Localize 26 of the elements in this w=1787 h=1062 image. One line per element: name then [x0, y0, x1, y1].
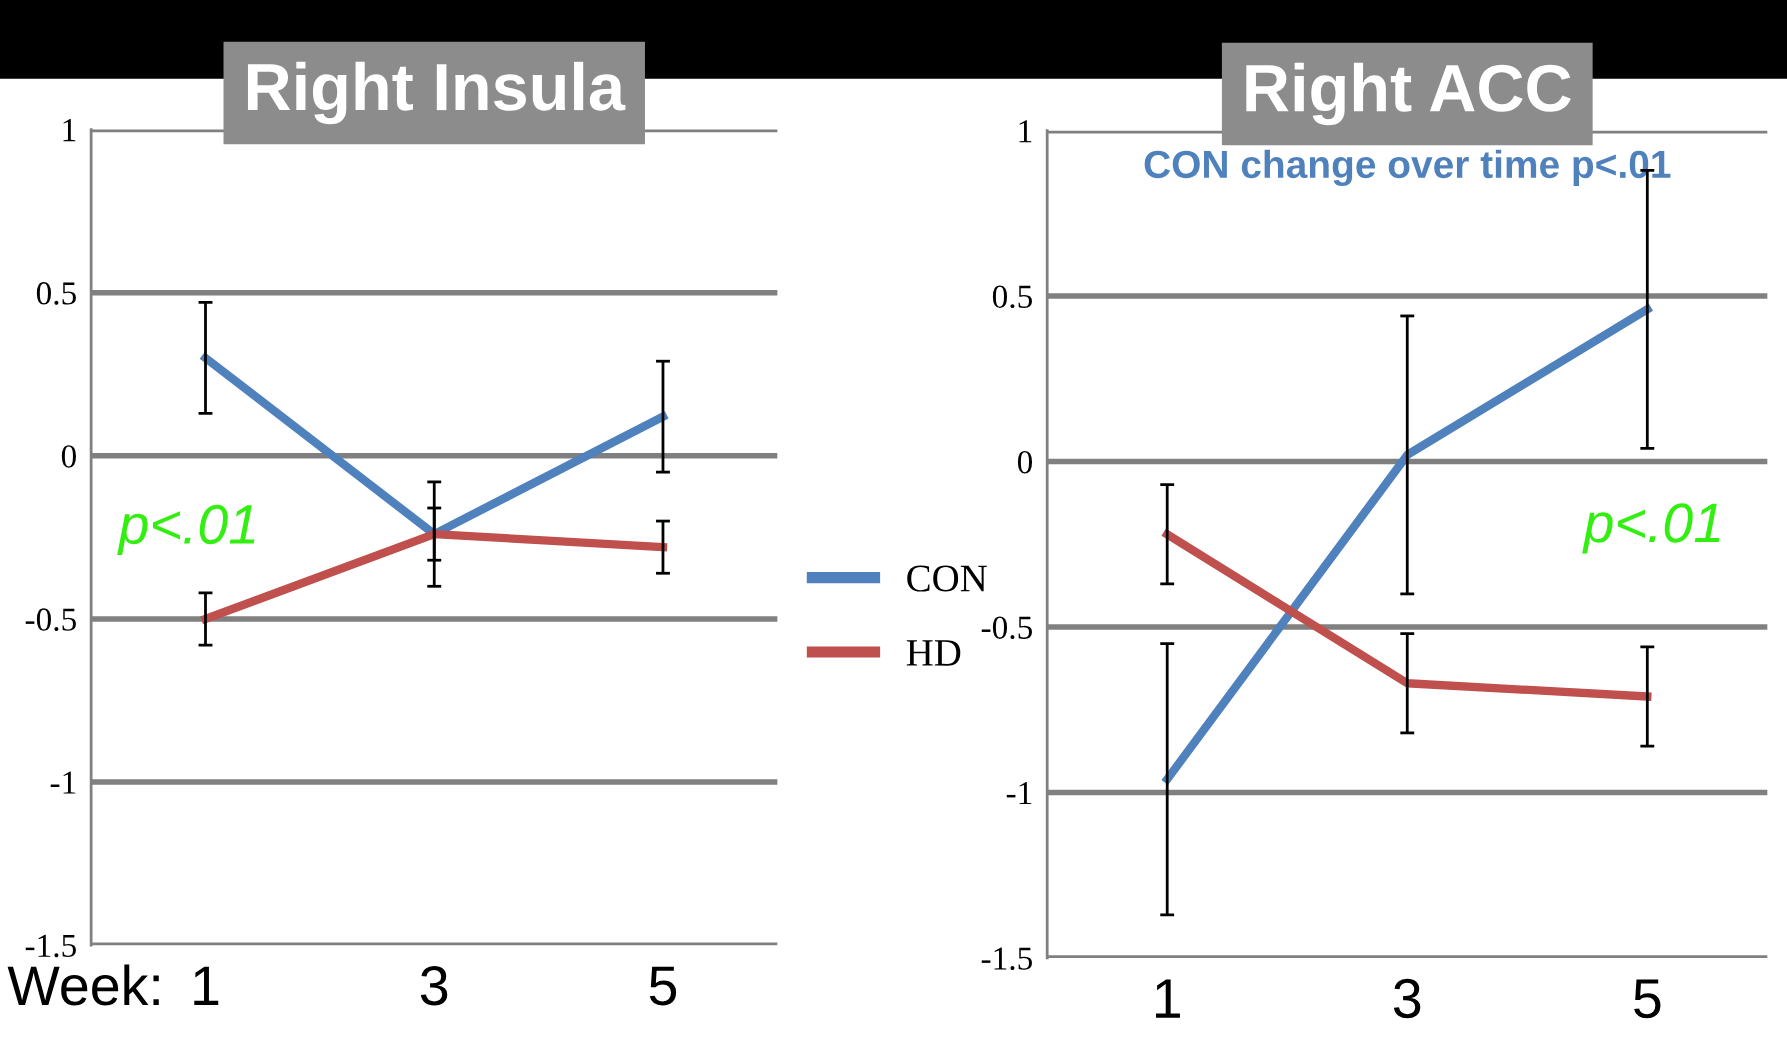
text: Week: — [7, 964, 159, 1006]
chart-title: Right Insula — [247, 61, 626, 125]
y-tick-label: -1 — [1006, 782, 1032, 805]
y-tick-label: -1.5 — [25, 934, 76, 958]
annotation: p<.01 — [117, 504, 255, 556]
y-tick-label: 0 — [61, 445, 76, 468]
y-tick-label: 0.5 — [992, 285, 1032, 309]
annotation: CON change over time p<.01 — [1144, 149, 1671, 187]
y-tick-label: 1 — [1019, 120, 1032, 143]
chart-title: Right ACC — [1246, 62, 1571, 126]
legend-label: HD — [906, 640, 961, 666]
annotation: p<.01 — [1582, 503, 1720, 554]
y-tick-label: -1.5 — [981, 947, 1032, 970]
x-tick-label: 1 — [194, 966, 219, 1005]
x-tick-label: 3 — [420, 966, 448, 1006]
x-tick-label: 5 — [1634, 979, 1661, 1019]
y-tick-label: -0.5 — [981, 616, 1032, 640]
y-tick-label: 0.5 — [36, 282, 76, 305]
x-tick-label: 3 — [1393, 978, 1421, 1019]
y-tick-label: 1 — [63, 119, 76, 142]
y-tick-label: 0 — [1017, 450, 1033, 474]
y-tick-label: -1 — [50, 771, 76, 794]
x-tick-label: 5 — [649, 966, 677, 1006]
x-tick-label: 1 — [1156, 979, 1180, 1018]
legend-label: CON — [907, 565, 987, 592]
y-tick-label: -0.5 — [25, 608, 76, 631]
